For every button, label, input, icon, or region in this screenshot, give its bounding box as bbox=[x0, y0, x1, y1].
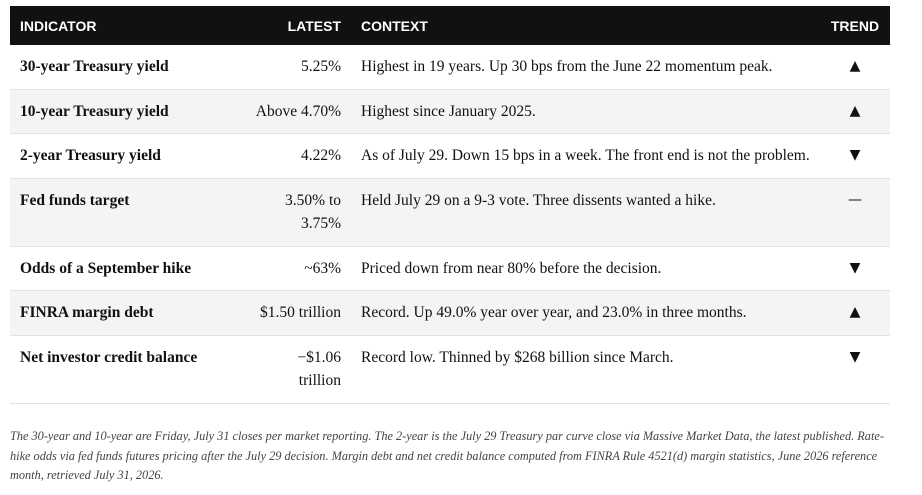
indicator-cell: Net investor credit balance bbox=[10, 335, 242, 404]
context-cell: As of July 29. Down 15 bps in a week. Th… bbox=[351, 133, 820, 179]
table-header: INDICATOR LATEST CONTEXT TREND bbox=[10, 6, 890, 45]
context-cell: Record low. Thinned by $268 billion sinc… bbox=[351, 335, 820, 404]
context-cell: Held July 29 on a 9-3 vote. Three dissen… bbox=[351, 178, 820, 247]
indicator-cell: 30-year Treasury yield bbox=[10, 45, 242, 90]
header-trend: TREND bbox=[820, 6, 890, 45]
context-cell: Priced down from near 80% before the dec… bbox=[351, 246, 820, 291]
trend-cell: ▲ bbox=[820, 89, 890, 134]
table-body: 30-year Treasury yield 5.25% Highest in 19… bbox=[10, 45, 890, 404]
latest-cell: 5.25% bbox=[242, 45, 351, 90]
latest-cell: ~63% bbox=[242, 246, 351, 291]
table-row: Odds of a September hike ~63% Priced down … bbox=[10, 246, 890, 291]
table-container: INDICATOR LATEST CONTEXT TREND 30-year Trea… bbox=[10, 6, 890, 404]
table-row: 2-year Treasury yield 4.22% As of July 29.… bbox=[10, 133, 890, 179]
trend-cell: ▼ bbox=[820, 246, 890, 291]
trend-cell: ▲ bbox=[820, 290, 890, 336]
latest-cell: 4.22% bbox=[242, 133, 351, 179]
context-cell: Highest in 19 years. Up 30 bps from the … bbox=[351, 45, 820, 90]
latest-cell: 3.50% to 3.75% bbox=[242, 178, 351, 247]
indicator-cell: 10-year Treasury yield bbox=[10, 89, 242, 134]
table-row: Net investor credit balance −$1.06 trilli… bbox=[10, 335, 890, 404]
table-row: Fed funds target 3.50% to 3.75% Held July … bbox=[10, 178, 890, 247]
header-context: CONTEXT bbox=[351, 6, 820, 45]
latest-cell: Above 4.70% bbox=[242, 89, 351, 134]
header-latest: LATEST bbox=[242, 6, 351, 45]
trend-cell: ▼ bbox=[820, 133, 890, 179]
trend-cell: ▼ bbox=[820, 335, 890, 404]
indicator-cell: FINRA margin debt bbox=[10, 290, 242, 336]
latest-cell: $1.50 trillion bbox=[242, 290, 351, 336]
table-row: FINRA margin debt $1.50 trillion Record. U… bbox=[10, 290, 890, 336]
header-indicator: INDICATOR bbox=[10, 6, 242, 45]
latest-cell: −$1.06 trillion bbox=[242, 335, 351, 404]
table-row: 30-year Treasury yield 5.25% Highest in 19… bbox=[10, 45, 890, 90]
indicator-cell: Fed funds target bbox=[10, 178, 242, 247]
trend-cell: — bbox=[820, 178, 890, 247]
footnote: The 30-year and 10-year are Friday, July… bbox=[10, 429, 884, 482]
indicator-cell: 2-year Treasury yield bbox=[10, 133, 242, 179]
indicator-cell: Odds of a September hike bbox=[10, 246, 242, 291]
context-cell: Record. Up 49.0% year over year, and 23.… bbox=[351, 290, 820, 336]
context-cell: Highest since January 2025. bbox=[351, 89, 820, 134]
header-row: INDICATOR LATEST CONTEXT TREND bbox=[10, 6, 890, 45]
indicator-table: INDICATOR LATEST CONTEXT TREND 30-year Trea… bbox=[10, 6, 890, 404]
trend-cell: ▲ bbox=[820, 45, 890, 90]
table-row: 10-year Treasury yield Above 4.70% Highest… bbox=[10, 89, 890, 134]
